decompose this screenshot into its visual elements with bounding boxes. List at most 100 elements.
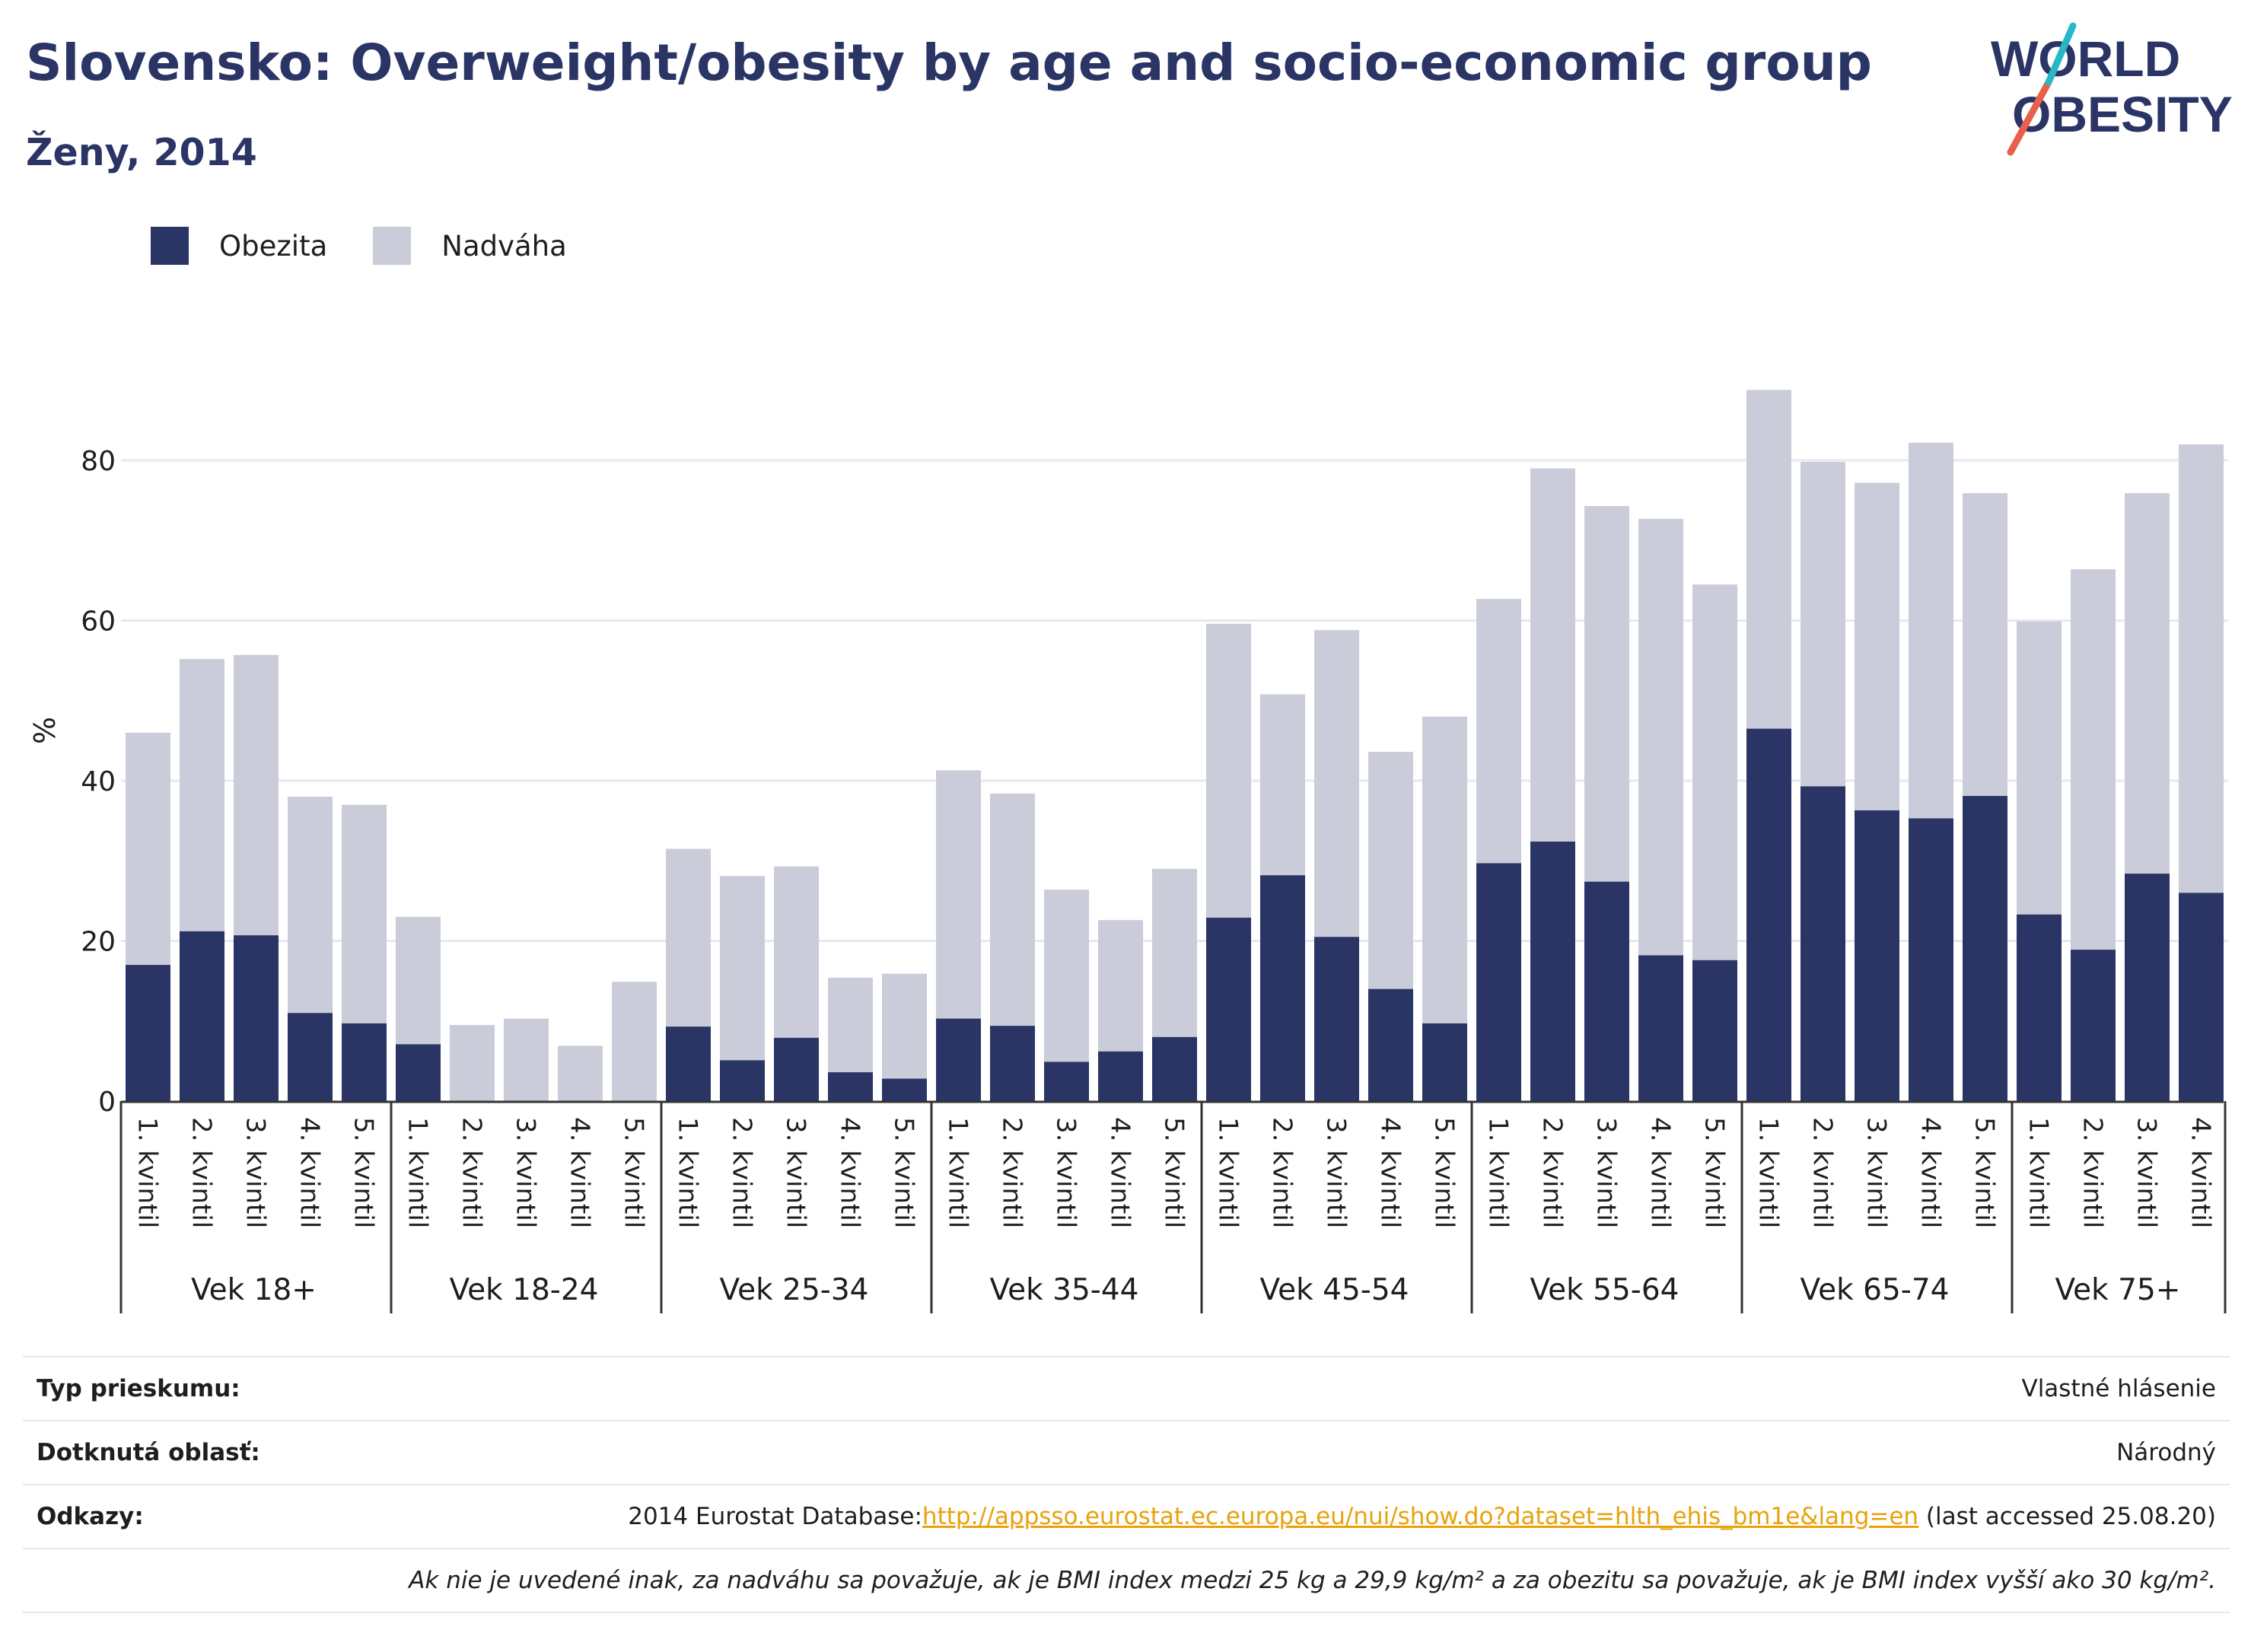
bar-obesity: [1638, 955, 1683, 1101]
group-label: Vek 55-64: [1530, 1273, 1679, 1307]
bar-overweight: [1800, 462, 1845, 787]
group-label: Vek 18-24: [450, 1273, 599, 1307]
bar-obesity: [2125, 874, 2170, 1101]
bar-obesity: [1963, 795, 2007, 1101]
bar-overweight: [1476, 599, 1521, 864]
logo-text-world: WORLD: [1991, 30, 2180, 87]
bar-overweight: [180, 659, 224, 931]
x-tick-label: 4. kvintil: [1645, 1117, 1676, 1228]
x-tick-label: 5. kvintil: [889, 1117, 919, 1228]
bar-overweight: [1314, 630, 1359, 937]
bar-overweight: [234, 654, 279, 936]
x-tick-label: 5. kvintil: [619, 1117, 649, 1228]
x-tick-label: 5. kvintil: [1699, 1117, 1730, 1228]
x-tick-label: 3. kvintil: [1051, 1117, 1081, 1228]
x-tick-label: 1. kvintil: [2023, 1117, 2054, 1228]
x-tick-label: 5. kvintil: [349, 1117, 379, 1228]
references-value: 2014 Eurostat Database:http://appsso.eur…: [628, 1503, 2216, 1530]
x-tick-label: 4. kvintil: [565, 1117, 595, 1228]
bar-overweight: [1692, 584, 1737, 960]
area-label: Dotknutá oblasť:: [37, 1439, 260, 1466]
x-tick-label: 4. kvintil: [835, 1117, 865, 1228]
x-tick-label: 3. kvintil: [1321, 1117, 1352, 1228]
bar-obesity: [1584, 881, 1629, 1101]
legend-item-nadvaha[interactable]: Nadváha: [373, 227, 567, 265]
bar-obesity: [1206, 917, 1251, 1101]
chart-legend: Obezita Nadváha: [151, 225, 613, 266]
bar-obesity: [1152, 1036, 1197, 1101]
x-tick-label: 3. kvintil: [240, 1117, 271, 1228]
bar-overweight: [1909, 442, 1953, 819]
bar-overweight: [1422, 716, 1467, 1023]
y-tick-label: 40: [81, 766, 116, 797]
bar-obesity: [1909, 818, 1953, 1101]
x-tick-label: 5. kvintil: [1159, 1117, 1189, 1228]
bar-overweight: [1206, 623, 1251, 918]
bmi-definition-note: Ak nie je uvedené inak, za nadváhu sa po…: [409, 1567, 2216, 1594]
bar-overweight: [2017, 621, 2062, 915]
references-suffix: (last accessed 25.08.20): [1918, 1503, 2216, 1530]
legend-swatch-nadvaha: [373, 227, 412, 265]
bar-overweight: [1855, 482, 1899, 810]
x-tick-label: 1. kvintil: [1753, 1117, 1784, 1228]
bar-overweight: [126, 732, 170, 966]
bar-overweight: [828, 977, 873, 1073]
x-tick-label: 4. kvintil: [1915, 1117, 1946, 1228]
group-label: Vek 35-44: [990, 1273, 1139, 1307]
x-tick-label: 2. kvintil: [186, 1117, 217, 1228]
bar-overweight: [1260, 694, 1305, 876]
bar-overweight: [882, 973, 927, 1079]
x-tick-label: 4. kvintil: [2186, 1117, 2216, 1228]
group-label: Vek 25-34: [720, 1273, 869, 1307]
x-tick-label: 1. kvintil: [1213, 1117, 1243, 1228]
y-tick-label: 60: [81, 606, 116, 638]
bar-obesity: [234, 935, 279, 1101]
bar-obesity: [828, 1072, 873, 1101]
bar-overweight: [612, 982, 657, 1101]
bar-obesity: [774, 1037, 819, 1101]
chart-subtitle: Ženy, 2014: [26, 131, 257, 174]
x-tick-label: 1. kvintil: [403, 1117, 433, 1228]
x-tick-label: 2. kvintil: [2077, 1117, 2108, 1228]
bar-obesity: [126, 965, 170, 1101]
x-tick-label: 2. kvintil: [1537, 1117, 1568, 1228]
bar-obesity: [1044, 1062, 1089, 1101]
y-tick-label: 0: [98, 1087, 116, 1118]
bar-obesity: [1800, 786, 1845, 1101]
bar-overweight: [1152, 868, 1197, 1037]
bar-obesity: [2179, 893, 2224, 1101]
x-tick-label: 2. kvintil: [727, 1117, 757, 1228]
references-prefix: 2014 Eurostat Database:: [628, 1503, 922, 1530]
x-tick-label: 5. kvintil: [1969, 1117, 2000, 1228]
bar-obesity: [1368, 988, 1413, 1101]
survey-type-value: Vlastné hlásenie: [2021, 1375, 2216, 1402]
bar-obesity: [1530, 841, 1575, 1101]
legend-label-obezita: Obezita: [219, 229, 328, 263]
references-link[interactable]: http://appsso.eurostat.ec.europa.eu/nui/…: [922, 1503, 1919, 1530]
bar-obesity: [2071, 950, 2116, 1101]
bar-overweight: [1530, 468, 1575, 842]
y-tick-label: 20: [81, 927, 116, 958]
bar-obesity: [1260, 875, 1305, 1101]
bar-overweight: [1368, 752, 1413, 989]
x-tick-label: 2. kvintil: [1807, 1117, 1838, 1228]
bar-obesity: [1314, 937, 1359, 1101]
logo-slash-red: [2007, 78, 2052, 156]
bar-overweight: [2179, 444, 2224, 893]
bar-overweight: [1584, 505, 1629, 882]
references-label: Odkazy:: [37, 1503, 144, 1530]
bar-overweight: [342, 804, 387, 1023]
bar-overweight: [1746, 390, 1791, 729]
x-tick-label: 1. kvintil: [1483, 1117, 1514, 1228]
bar-overweight: [1098, 920, 1143, 1052]
x-tick-label: 1. kvintil: [673, 1117, 703, 1228]
bar-obesity: [720, 1060, 765, 1101]
bar-overweight: [504, 1018, 549, 1101]
bar-obesity: [2017, 914, 2062, 1101]
group-label: Vek 45-54: [1260, 1273, 1409, 1307]
bar-obesity: [1098, 1051, 1143, 1101]
legend-item-obezita[interactable]: Obezita: [151, 227, 327, 265]
bar-obesity: [1746, 728, 1791, 1101]
x-tick-label: 4. kvintil: [1375, 1117, 1406, 1228]
bar-overweight: [558, 1046, 603, 1101]
